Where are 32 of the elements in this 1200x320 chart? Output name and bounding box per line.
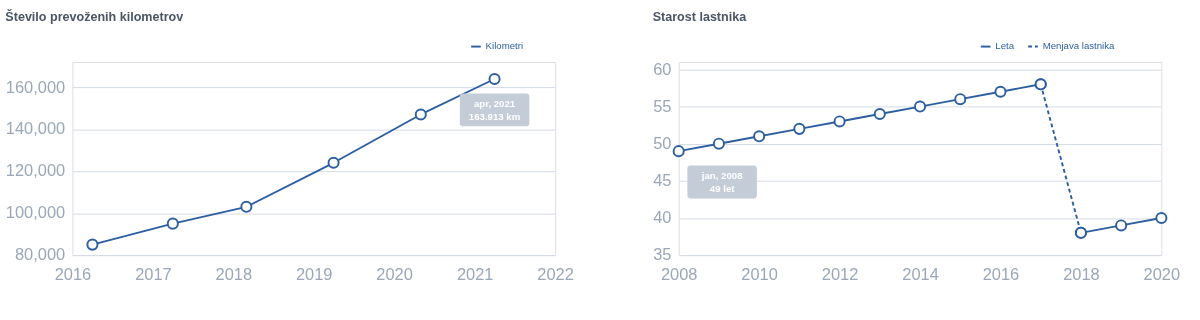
chart-title: Starost lastnika [652,9,748,24]
x-tick-label: 2020 [1143,264,1181,283]
x-tick-label: 2014 [902,264,939,283]
x-tick-label: 2008 [660,264,698,283]
y-tick-label: 120,000 [5,161,66,180]
x-tick-label: 2017 [135,264,172,283]
chart-title: Število prevoženih kilometrov [5,8,184,24]
legend-label: Menjava lastnika [1042,40,1116,52]
annotation: jan, 2008 49 let [700,170,744,194]
y-tick-label: 60 [653,59,672,78]
x-tick-label: 2012 [821,264,859,283]
y-tick-label: 45 [653,171,672,190]
legend-label: Kilometri [485,40,524,52]
x-tick-label: 2018 [215,264,253,283]
x-tick-label: 2019 [295,264,333,283]
y-tick-label: 55 [653,96,672,115]
y-tick-label: 140,000 [5,119,66,138]
y-tick-label: 100,000 [5,203,66,222]
y-tick-label: 80,000 [14,245,66,264]
y-tick-label: 35 [653,245,672,264]
x-tick-label: 2016 [54,264,92,283]
x-tick-label: 2010 [741,264,778,283]
x-tick-label: 2018 [1063,264,1100,283]
x-tick-label: 2022 [537,264,574,283]
x-tick-label: 2016 [982,264,1020,283]
annotation: apr, 2021 163.913 km [468,98,521,122]
x-tick-label: 2021 [456,264,494,283]
x-tick-label: 2020 [376,264,413,283]
y-tick-label: 40 [653,208,672,227]
y-tick-label: 160,000 [5,77,66,96]
legend-label: Leta [995,40,1015,52]
y-tick-label: 50 [653,134,672,153]
